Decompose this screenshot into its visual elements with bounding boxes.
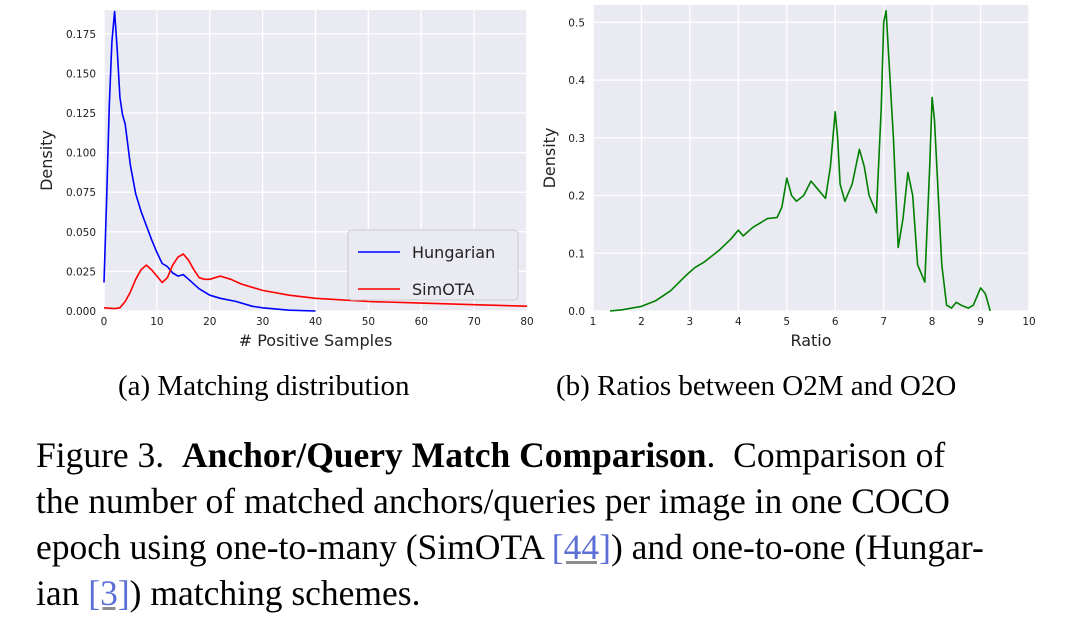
y-tick-label: 0.150 <box>66 68 96 80</box>
series-line-hungarian <box>103 10 316 312</box>
x-tick-label: 70 <box>467 316 480 328</box>
reference-link-44[interactable]: [44] <box>551 527 611 567</box>
subcaption-a: (a) Matching distribution <box>118 370 410 402</box>
legend-label: Hungarian <box>412 243 495 262</box>
x-axis-label: Ratio <box>790 331 831 350</box>
y-tick-label: 0.100 <box>66 148 96 160</box>
y-tick-label: 0.5 <box>568 17 585 29</box>
x-tick-label: 10 <box>150 316 163 328</box>
legend-box <box>347 229 519 301</box>
x-tick-label: 6 <box>832 316 839 328</box>
y-tick-label: 0.2 <box>568 191 585 203</box>
caption-figure-label: Figure 3. <box>36 435 182 475</box>
caption-line-4-end: ) matching schemes. <box>129 573 421 613</box>
y-tick-label: 0.125 <box>66 108 96 120</box>
caption-line-3-end: ) and one-to-one (Hungar- <box>610 527 984 567</box>
x-tick-label: 40 <box>309 316 322 328</box>
x-tick-label: 30 <box>256 316 269 328</box>
caption-line-4-text: ian <box>36 573 89 613</box>
reference-link-3[interactable]: [3] <box>88 573 130 613</box>
chart-ratio-o2m-o2o: 1 2 3 4 5 6 7 8 9 10 0.0 0.1 0.2 0.3 0.4 0.5 Ratio Densit… <box>540 5 1036 350</box>
plot-area <box>593 5 1029 311</box>
x-tick-label: 5 <box>783 316 790 328</box>
caption-title: Anchor/Query Match Comparison <box>181 435 707 475</box>
x-tick-label: 10 <box>1022 316 1035 328</box>
legend-label: SimOTA <box>412 280 474 299</box>
caption-line-3-text: epoch using one-to-many (SimOTA <box>36 527 552 567</box>
y-tick-label: 0.4 <box>568 75 585 87</box>
x-tick-label: 20 <box>203 316 216 328</box>
x-tick-label: 50 <box>362 316 375 328</box>
x-tick-label: 3 <box>687 316 694 328</box>
x-tick-label: 4 <box>735 316 742 328</box>
series-line-0 <box>609 10 991 312</box>
x-tick-label: 60 <box>415 316 428 328</box>
caption-line-4: ian [3]) matching schemes. <box>36 570 1036 616</box>
y-axis-label: Density <box>37 130 56 191</box>
series-line-simota <box>103 253 528 310</box>
subcaption-b: (b) Ratios between O2M and O2O <box>556 370 957 402</box>
y-tick-label: 0.000 <box>66 306 96 318</box>
x-tick-label: 2 <box>638 316 645 328</box>
y-tick-label: 0.0 <box>568 306 585 318</box>
y-tick-label: 0.3 <box>568 133 585 145</box>
x-tick-label: 80 <box>520 316 533 328</box>
y-axis-label: Density <box>540 128 559 189</box>
x-tick-label: 1 <box>590 316 597 328</box>
caption-line-2: the number of matched anchors/queries pe… <box>36 481 950 521</box>
caption-line-1-text: . Comparison of <box>706 435 946 475</box>
x-tick-label: 0 <box>101 316 108 328</box>
y-tick-label: 0.025 <box>66 266 96 278</box>
x-tick-label: 9 <box>977 316 984 328</box>
y-tick-label: 0.050 <box>66 227 96 239</box>
figure-caption: Figure 3. Anchor/Query Match Comparison.… <box>36 432 1036 616</box>
y-tick-label: 0.175 <box>66 29 96 41</box>
x-tick-label: 7 <box>880 316 887 328</box>
x-tick-label: 8 <box>929 316 936 328</box>
caption-line-1: Figure 3. Anchor/Query Match Comparison.… <box>36 432 1036 478</box>
chart-matching-distribution: 0 10 20 30 40 50 60 70 80 0.000 0.025 0.050 0.075 0.1… <box>37 10 534 350</box>
y-tick-label: 0.1 <box>568 248 585 260</box>
y-tick-label: 0.075 <box>66 187 96 199</box>
x-axis-label: # Positive Samples <box>239 331 393 350</box>
caption-line-3: epoch using one-to-many (SimOTA [44]) an… <box>36 524 1036 570</box>
